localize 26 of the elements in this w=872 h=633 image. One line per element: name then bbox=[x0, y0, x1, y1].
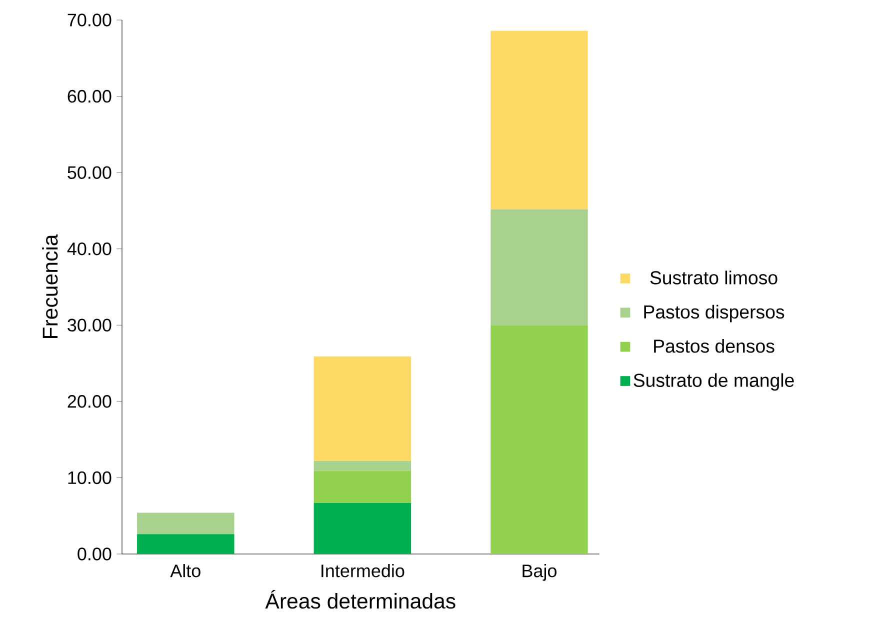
y-tick-label: 60.00 bbox=[68, 90, 112, 103]
y-tick-label: 30.00 bbox=[68, 318, 112, 332]
y-tick-label: 50.00 bbox=[68, 166, 112, 179]
y-tick-label: 70.00 bbox=[68, 14, 112, 26]
bar bbox=[490, 30, 588, 210]
bar bbox=[137, 534, 234, 554]
legend-label: Sustrato de mangle bbox=[634, 373, 794, 391]
legend-label: Pastos densos bbox=[654, 339, 774, 353]
bar bbox=[137, 512, 234, 534]
x-tick-label: Intermedio bbox=[322, 564, 404, 578]
x-tick-label: Bajo bbox=[522, 564, 556, 581]
bar bbox=[314, 470, 412, 503]
y-tick-label: 20.00 bbox=[68, 395, 112, 408]
bar bbox=[314, 460, 412, 471]
bar bbox=[490, 209, 588, 326]
bar bbox=[490, 325, 588, 554]
legend-label: Sustrato limoso bbox=[650, 270, 778, 284]
x-axis-title: Áreas determinadas bbox=[265, 590, 456, 609]
y-tick-label: 0.00 bbox=[78, 548, 112, 560]
y-tick-label: 40.00 bbox=[67, 242, 112, 256]
x-tick-label: Alto bbox=[170, 564, 200, 578]
y-tick-label: 10.00 bbox=[68, 471, 112, 484]
bar bbox=[314, 356, 412, 461]
legend-label: Pastos dispersos bbox=[644, 304, 784, 322]
bar bbox=[314, 502, 412, 554]
y-axis-title: Frecuencia bbox=[42, 234, 58, 338]
